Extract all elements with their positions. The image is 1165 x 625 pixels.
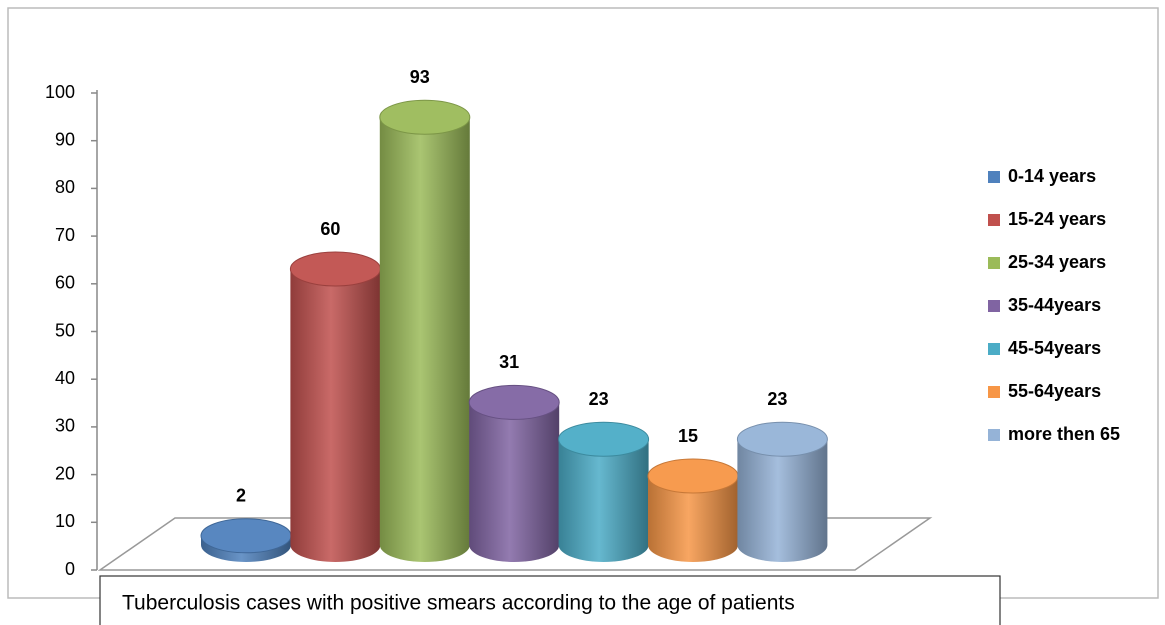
bar-top — [200, 518, 292, 554]
data-label: 31 — [499, 352, 519, 372]
legend-label: 15-24 years — [1008, 209, 1106, 229]
bar — [379, 117, 470, 562]
bar-top — [468, 384, 560, 420]
bar-top — [647, 458, 739, 494]
data-label: 2 — [236, 486, 246, 506]
data-label: 23 — [767, 389, 787, 409]
y-tick-label: 70 — [55, 225, 75, 245]
data-label: 15 — [678, 426, 698, 446]
y-tick-label: 0 — [65, 559, 75, 579]
chart-title: Tuberculosis cases with positive smears … — [122, 592, 795, 615]
bar — [737, 439, 828, 562]
legend-label: 25-34 years — [1008, 252, 1106, 272]
legend-label: 55-64years — [1008, 381, 1101, 401]
data-label: 60 — [320, 219, 340, 239]
data-label: 93 — [410, 67, 430, 87]
bar — [558, 439, 649, 562]
bar — [469, 402, 560, 562]
bar-top — [736, 421, 828, 457]
y-tick-label: 50 — [55, 320, 75, 340]
bar-top — [558, 421, 650, 457]
y-tick-label: 90 — [55, 129, 75, 149]
title-box — [99, 575, 1001, 625]
legend-swatch — [988, 343, 1000, 355]
y-tick-label: 20 — [55, 463, 75, 483]
y-tick-label: 60 — [55, 273, 75, 293]
y-tick-label: 30 — [55, 416, 75, 436]
bar — [648, 476, 738, 562]
legend-swatch — [988, 214, 1000, 226]
legend-swatch — [988, 171, 1000, 183]
bar-top — [289, 251, 381, 287]
y-tick-label: 100 — [45, 82, 75, 102]
legend-label: 35-44years — [1008, 295, 1101, 315]
legend-swatch — [988, 300, 1000, 312]
y-tick-label: 10 — [55, 511, 75, 531]
legend-label: 0-14 years — [1008, 166, 1096, 186]
bar — [290, 269, 381, 562]
legend-swatch — [988, 386, 1000, 398]
y-tick-label: 40 — [55, 368, 75, 388]
legend-swatch — [988, 429, 1000, 441]
legend-swatch — [988, 257, 1000, 269]
bar-top — [379, 99, 471, 135]
legend-label: 45-54years — [1008, 338, 1101, 358]
y-tick-label: 80 — [55, 177, 75, 197]
legend-label: more then 65 — [1008, 424, 1120, 444]
data-label: 23 — [589, 389, 609, 409]
